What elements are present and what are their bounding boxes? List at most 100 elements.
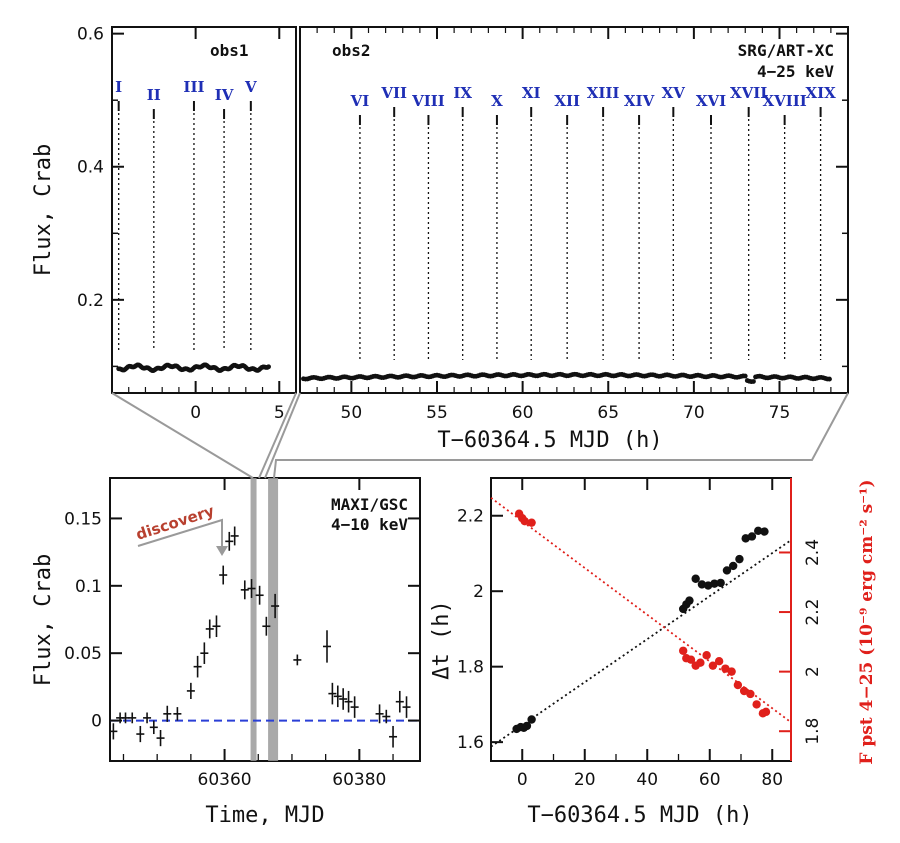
top-right-frame [299, 26, 849, 394]
discovery-arrow-head [216, 546, 228, 556]
bottom-left-y-axis-label: Flux, Crab [31, 554, 56, 686]
discovery-label: discovery [134, 502, 217, 544]
delta-t-point [722, 566, 732, 575]
top-right-x-tick-label: 70 [683, 403, 705, 423]
obs2-data-point [827, 376, 832, 382]
roman-label-XIX: XIX [805, 84, 836, 102]
time-band [250, 478, 257, 761]
flux-point [708, 661, 718, 670]
flux-point [752, 700, 761, 709]
top-right-x-tick-label: 75 [769, 403, 791, 423]
zoom-connector-right [273, 392, 849, 479]
roman-label-XIII: XIII [587, 84, 620, 102]
roman-label-XVI: XVI [696, 92, 726, 110]
roman-label-VI: VI [350, 92, 370, 110]
zoom-connector-mid-a [258, 392, 297, 479]
zoom-connector-left [111, 392, 254, 479]
flux-point [702, 651, 711, 660]
flux-point [761, 707, 771, 717]
roman-label-XIV: XIV [624, 92, 655, 110]
bottom-right-y-axis-label-right: F pst 4−25 (10⁻⁹ erg cm⁻² s⁻¹) [857, 479, 877, 764]
top-y-tick-label: 0.6 [77, 25, 104, 45]
bottom-right-y-tick-label-right: 2.4 [803, 539, 823, 566]
bottom-right-y-tick-label: 2.2 [457, 507, 484, 527]
roman-label-XVIII: XVIII [762, 92, 806, 110]
flux-point [527, 518, 536, 527]
flux-point [686, 655, 696, 664]
top-x-axis-label: T−60364.5 MJD (h) [437, 428, 662, 453]
bottom-right-x-tick-label: 80 [761, 770, 783, 790]
roman-label-V: V [244, 78, 257, 96]
flux-point [696, 658, 705, 667]
roman-label-XII: XII [554, 92, 580, 110]
time-band [268, 478, 279, 761]
delta-t-point [735, 554, 744, 564]
delta-t-point [716, 578, 725, 588]
top-left-x-tick-label: 5 [274, 403, 285, 423]
obs2-data-point [742, 373, 748, 379]
bottom-right-y-tick-label: 1.6 [457, 733, 484, 753]
flux-point [733, 680, 743, 690]
roman-label-III: III [183, 78, 204, 96]
discovery-arrow-line [137, 518, 223, 548]
roman-label-XVII: XVII [730, 84, 767, 102]
bottom-right-frame [490, 477, 792, 762]
roman-label-II: II [147, 86, 161, 104]
bottom-left-y-tick-label: 0.1 [75, 577, 102, 597]
delta-t-point [760, 527, 769, 536]
flux-point [721, 664, 730, 673]
instrument-label-bottom: MAXI/GSC [331, 495, 408, 514]
bottom-left-x-tick-label: 60360 [198, 770, 252, 790]
bottom-right-y-axis-label: Δt (h) [429, 600, 454, 679]
top-right-x-tick-label: 55 [426, 403, 448, 423]
bottom-right-y-tick-label: 1.8 [457, 658, 484, 678]
band-label-top: 4−25 keV [757, 62, 834, 81]
roman-label-I: I [115, 78, 122, 96]
zoom-connector-mid-b [264, 392, 301, 479]
obs1-data-point [266, 364, 271, 370]
obs1-label: obs1 [210, 41, 249, 60]
flux-point [520, 516, 529, 526]
flux-point [727, 667, 736, 676]
obs2-data-point [751, 379, 756, 384]
bottom-right-y-tick-label-right: 2.2 [803, 599, 823, 626]
flux-point [678, 646, 688, 655]
delta-t-point [522, 721, 532, 731]
roman-label-VIII: VIII [411, 92, 445, 110]
top-y-axis-label: Flux, Crab [31, 144, 56, 276]
delta-t-point [710, 579, 719, 588]
bottom-right-x-tick-label: 20 [574, 770, 596, 790]
bottom-right-x-tick-label: 40 [636, 770, 658, 790]
flux-point [714, 657, 724, 666]
roman-label-IV: IV [215, 86, 234, 104]
bottom-right-x-tick-label: 60 [699, 770, 721, 790]
bottom-right-x-axis-label: T−60364.5 MJD (h) [527, 803, 752, 828]
bottom-left-y-tick-label: 0 [91, 712, 102, 732]
bottom-left-x-tick-label: 60380 [332, 770, 386, 790]
bottom-left-x-axis-label: Time, MJD [205, 803, 324, 828]
roman-label-XV: XV [662, 84, 686, 102]
instrument-label-top: SRG/ART-XC [738, 41, 834, 60]
roman-label-IX: IX [453, 84, 472, 102]
top-right-x-tick-label: 65 [597, 403, 619, 423]
top-y-tick-label: 0.2 [77, 291, 104, 311]
roman-label-X: X [491, 92, 503, 110]
delta-t-point [685, 596, 694, 605]
top-right-x-tick-label: 50 [341, 403, 363, 423]
plot-layer: 0.20.40.60 5 50 55 60 65 70 75I II III IV VVI VII VII… [64, 25, 848, 790]
bottom-left-y-tick-label: 0.15 [64, 509, 102, 529]
bottom-right-y-tick-label: 2 [473, 582, 484, 602]
delta-t-point [753, 526, 763, 536]
top-left-x-tick-label: 0 [190, 403, 201, 423]
delta-t-point [527, 715, 536, 724]
bottom-right-x-tick-label: 0 [517, 770, 528, 790]
flux-point [739, 686, 749, 696]
bottom-right-y-tick-label-right: 2 [803, 666, 823, 677]
roman-label-VII: VII [380, 84, 407, 102]
band-label-bottom: 4−10 keV [331, 515, 408, 534]
delta-t-point [697, 580, 707, 589]
delta-t-fit-line [490, 539, 792, 748]
roman-label-XI: XI [522, 84, 541, 102]
obs2-label: obs2 [332, 41, 371, 60]
